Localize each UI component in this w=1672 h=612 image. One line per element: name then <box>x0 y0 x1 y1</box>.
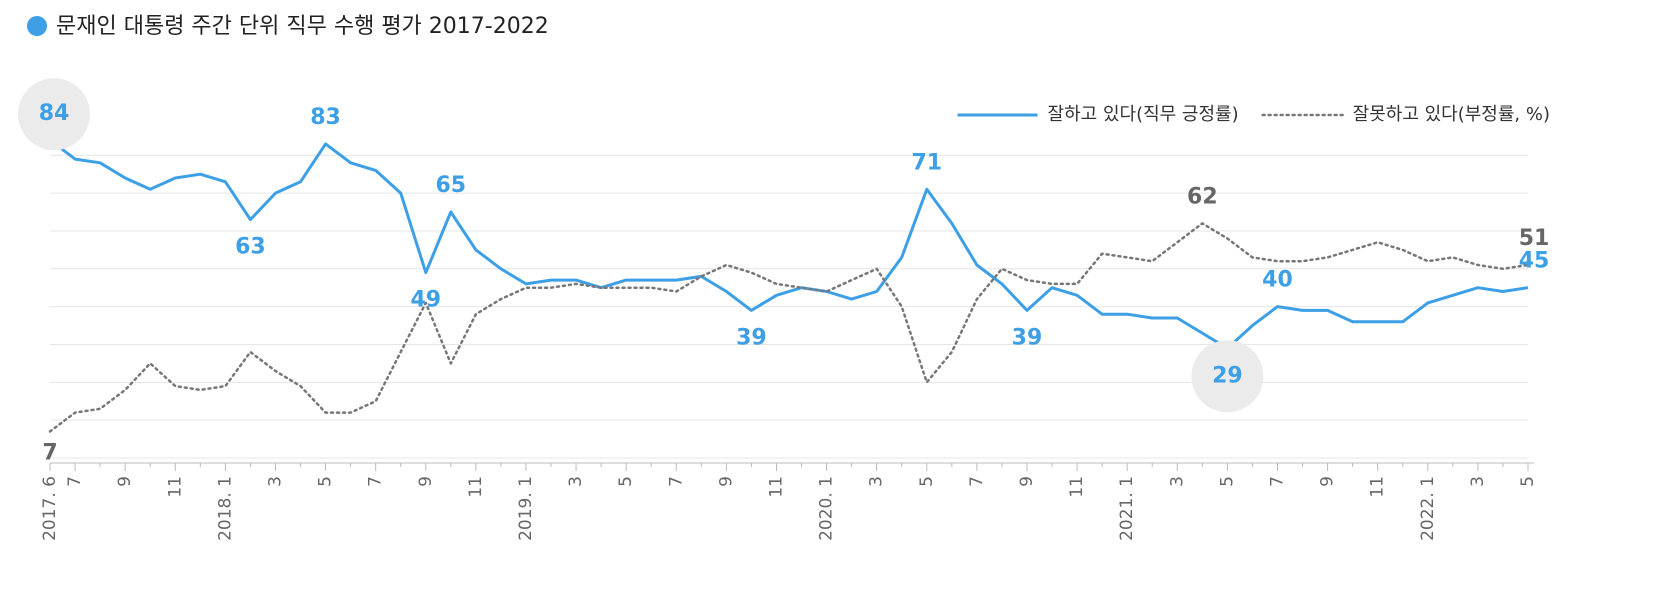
value-label: 49 <box>410 288 441 313</box>
value-label: 40 <box>1262 268 1293 293</box>
value-label: 62 <box>1187 184 1218 209</box>
value-label: 71 <box>911 150 942 175</box>
x-tick-label: 7 <box>666 476 686 487</box>
value-label: 84 <box>39 101 70 126</box>
x-tick-label: 9 <box>1318 476 1338 487</box>
value-label: 83 <box>310 105 341 130</box>
chart-title: 문재인 대통령 주간 단위 직무 수행 평가 2017-2022 <box>56 14 549 39</box>
legend-label: 잘하고 있다(직무 긍정률) <box>1048 104 1239 125</box>
x-tick-label: 3 <box>867 476 887 487</box>
x-tick-label: 5 <box>616 476 636 487</box>
value-label: 63 <box>235 235 266 260</box>
value-label: 29 <box>1212 363 1243 388</box>
x-tick-label: 5 <box>917 476 937 487</box>
x-tick-label: 3 <box>1468 476 1488 487</box>
x-tick-label: 2019. 1 <box>516 476 536 541</box>
x-tick-label: 7 <box>65 476 85 487</box>
x-tick-label: 9 <box>416 476 436 487</box>
x-tick-label: 11 <box>1368 476 1388 498</box>
x-tick-label: 5 <box>1217 476 1237 487</box>
x-tick-label: 2017. 6 <box>40 476 60 541</box>
x-tick-label: 2021. 1 <box>1117 476 1137 541</box>
x-tick-label: 5 <box>1518 476 1538 487</box>
series-line <box>49 138 1529 350</box>
x-tick-label: 11 <box>466 476 486 498</box>
x-tick-label: 3 <box>566 476 586 487</box>
legend-label: 잘못하고 있다(부정률, %) <box>1353 104 1550 125</box>
x-tick-label: 2022. 1 <box>1418 476 1438 541</box>
highlight-circle <box>1191 340 1264 413</box>
x-tick-label: 2018. 1 <box>215 476 235 541</box>
value-label: 51 <box>1519 226 1550 251</box>
x-tick-label: 11 <box>165 476 185 498</box>
x-tick-label: 9 <box>1017 476 1037 487</box>
value-label: 39 <box>736 325 767 350</box>
x-tick-label: 5 <box>316 476 336 487</box>
value-label: 65 <box>436 173 467 198</box>
x-tick-label: 3 <box>1167 476 1187 487</box>
highlight-circle <box>18 78 90 151</box>
x-tick-label: 7 <box>967 476 987 487</box>
x-tick-label: 9 <box>716 476 736 487</box>
value-label: 39 <box>1012 325 1043 350</box>
x-tick-label: 9 <box>115 476 135 487</box>
title-bullet <box>27 16 47 36</box>
series-line <box>48 222 1530 433</box>
value-label: 45 <box>1519 249 1550 274</box>
value-label: 7 <box>42 441 57 466</box>
x-tick-label: 3 <box>265 476 285 487</box>
x-tick-label: 11 <box>766 476 786 498</box>
x-tick-label: 7 <box>366 476 386 487</box>
x-tick-label: 7 <box>1267 476 1287 487</box>
x-tick-label: 2020. 1 <box>817 476 837 541</box>
x-tick-label: 11 <box>1067 476 1087 498</box>
